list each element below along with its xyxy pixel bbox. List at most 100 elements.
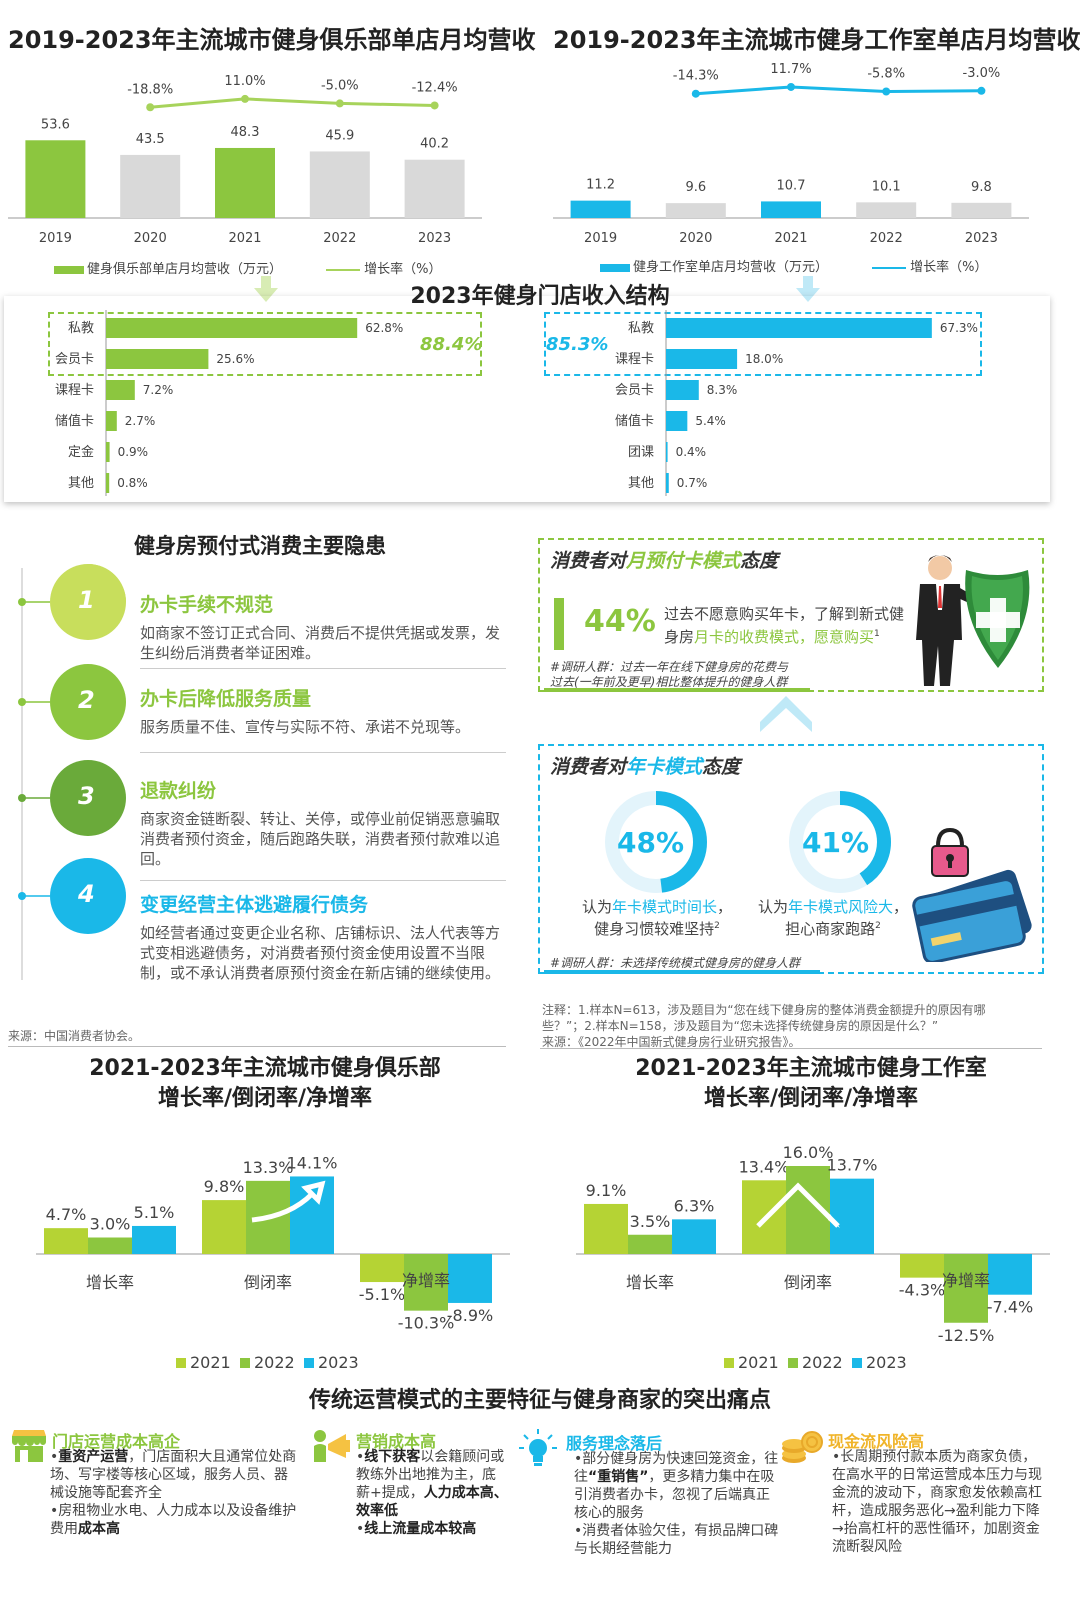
revenue-bar-label: 9.8	[971, 180, 992, 195]
annual-card-title: 消费者对年卡模式态度	[550, 756, 741, 778]
legend-swatch	[788, 1358, 798, 1368]
revenue-bar	[215, 147, 275, 218]
growth-label: -5.0%	[321, 78, 359, 93]
risk-3-number: 3	[78, 782, 95, 810]
legend-label: 2021	[738, 1353, 779, 1372]
growth-point	[977, 86, 986, 95]
revenue-bar-label: 10.1	[872, 179, 901, 194]
income-category-label: 其他	[68, 476, 94, 491]
legend-label: 2022	[802, 1353, 843, 1372]
rate-value-label: 5.1%	[134, 1203, 175, 1222]
studio-revenue-title: 2019-2023年主流城市健身工作室单店月均营收	[553, 26, 1080, 54]
donut-1-caption: 认为年卡模式时间长， 健身习惯较难坚持2	[581, 898, 733, 938]
legend-bar-label: 健身俱乐部单店月均营收（万元）	[87, 262, 283, 277]
growth-point	[335, 99, 344, 108]
revenue-bar-label: 45.9	[325, 128, 354, 143]
monthly-note: #调研人群：过去一年在线下健身房的花费与 过去(一年前及更早)相比整体提升的健身人…	[550, 660, 789, 689]
legend-swatch	[240, 1358, 250, 1368]
income-category-label: 私教	[628, 320, 654, 336]
risk-1-desc: 如商家不签订正式合同、消费后不提供凭据或发票，发生纠纷后消费者举证困难。	[140, 624, 501, 662]
monthly-text: 过去不愿意购买年卡，了解到新式健身房月卡的收费模式，愿意购买1	[664, 605, 905, 646]
monthly-underline	[544, 688, 810, 692]
revenue-bar	[570, 200, 631, 218]
studio-revenue-chart: 11.2 2019 9.6 2020 10.7 2021 10.1 2022 9.8 2023 -1…	[553, 62, 1029, 246]
monthly-pct: 44%	[584, 604, 656, 639]
club-revenue-title: 2019-2023年主流城市健身俱乐部单店月均营收	[8, 26, 536, 54]
income-value-label: 8.3%	[707, 383, 738, 397]
income-category-label: 课程卡	[615, 352, 654, 367]
revenue-bar-label: 43.5	[136, 132, 165, 147]
legend-line-swatch	[326, 268, 361, 271]
income-bar	[106, 380, 135, 400]
feature-1-desc: •重资产运营，门店面积大且通常位处商场、写字楼等核心区域，服务人员、器械设施等配…	[50, 1449, 297, 1537]
risk-4-title: 变更经营主体逃避履行债务	[140, 894, 369, 916]
annual-underline	[544, 970, 820, 974]
rate-bar	[404, 1254, 448, 1311]
rate-value-label: 9.1%	[586, 1181, 627, 1200]
income-category-label: 其他	[628, 476, 654, 491]
growth-label: 11.7%	[770, 62, 811, 77]
feature-3-title: 服务理念落后	[566, 1434, 663, 1453]
growth-label: -3.0%	[963, 66, 1001, 81]
legend-swatch	[176, 1358, 186, 1368]
studio-rates-chart: 9.1%3.5%6.3% 增长率 13.4%16.0%13.7% 倒闭率 -4.3% -1…	[576, 1143, 1050, 1372]
club-revenue-legend: 健身俱乐部单店月均营收（万元） 增长率（%）	[54, 258, 442, 277]
coins-icon	[782, 1431, 823, 1463]
growth-point	[146, 103, 155, 112]
income-bar	[666, 411, 688, 431]
risk-2-title: 办卡后降低服务质量	[140, 688, 312, 710]
growth-point	[430, 101, 439, 110]
growth-line	[695, 85, 982, 96]
studio-rates-title: 2021-2023年主流城市健身工作室 增长率/倒闭率/净增率	[635, 1056, 987, 1111]
legend-bar-swatch	[600, 263, 630, 272]
year-tick-label: 2022	[870, 231, 903, 246]
rate-value-label: 6.3%	[674, 1196, 715, 1215]
year-tick-label: 2021	[228, 231, 261, 246]
revenue-bar	[761, 201, 821, 218]
revenue-bar	[856, 202, 917, 218]
rate-value-label: -5.1%	[359, 1285, 405, 1304]
monthly-card-title: 消费者对月预付卡模式态度	[550, 550, 779, 572]
risks-timeline	[18, 564, 126, 980]
year-tick-label: 2020	[679, 231, 712, 246]
risk-1-circle	[18, 564, 126, 640]
feature-4-title: 现金流风险高	[828, 1432, 925, 1451]
revenue-bar-label: 9.6	[685, 180, 706, 195]
income-category-label: 团课	[628, 445, 654, 460]
rate-value-label: 16.0%	[783, 1143, 834, 1162]
income-category-label: 会员卡	[55, 352, 94, 367]
studio-income-chart: 私教 67.3% 课程卡 18.0% 会员卡 8.3% 储值卡 5.4% 团课 0.4% 其他 0.7…	[615, 310, 978, 496]
rate-value-label: -10.3%	[398, 1314, 455, 1333]
businessman-shield-icon	[916, 555, 1030, 686]
rate-value-label: 3.0%	[90, 1215, 131, 1234]
donut-arc	[789, 791, 891, 893]
year-tick-label: 2021	[774, 231, 807, 246]
legend-label: 2023	[318, 1353, 359, 1372]
risk-item-2: 办卡后降低服务质量 服务质量不佳、宣传与实际不符、承诺不兑现等。	[140, 684, 510, 737]
features-title: 传统运营模式的主要特征与健身商家的突出痛点	[308, 1388, 771, 1413]
divider	[140, 668, 506, 669]
annual-donuts	[605, 791, 891, 893]
risk-1-number: 1	[78, 586, 95, 614]
income-value-label: 0.4%	[676, 445, 707, 459]
feature-2-desc: •线下获客以会籍顾问或教练外出地推为主，底薪+提成，人力成本高、效率低 •线上流…	[356, 1449, 508, 1537]
attitude-notes: 注释：1.样本N=613，涉及题目为“您在线下健身房的整体消费金额提升的原因有哪…	[542, 1003, 986, 1049]
rate-bar	[830, 1178, 874, 1254]
year-tick-label: 2023	[965, 231, 998, 246]
income-bar	[106, 349, 209, 369]
legend-swatch	[304, 1358, 314, 1368]
income-value-label: 0.8%	[117, 476, 148, 490]
rate-value-label: 3.5%	[630, 1212, 671, 1231]
rate-category-label: 增长率	[626, 1273, 674, 1292]
income-category-label: 私教	[68, 320, 94, 336]
donut-1-pct: 48%	[617, 826, 685, 859]
arrow-head	[828, 1214, 840, 1228]
rate-value-label: 13.4%	[739, 1157, 790, 1176]
rate-value-label: 14.1%	[287, 1153, 338, 1172]
legend-line-swatch	[872, 266, 907, 269]
revenue-charts: 53.6 2019 43.5 2020 48.3 2021 45.9 2022 40.2 2023…	[8, 62, 1029, 246]
legend-bar-swatch	[54, 265, 84, 274]
income-value-label: 67.3%	[940, 321, 978, 335]
revenue-bar	[951, 202, 1012, 218]
revenue-bar	[25, 140, 86, 218]
